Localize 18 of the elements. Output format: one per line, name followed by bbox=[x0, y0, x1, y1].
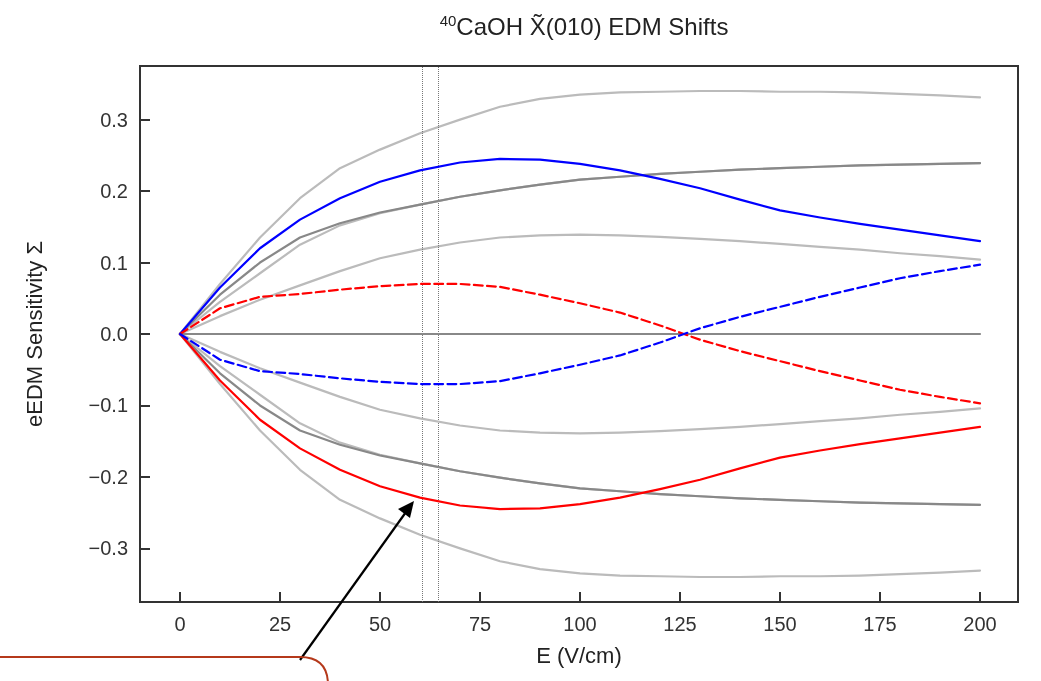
y-axis-title: eEDM Sensitivity Σ bbox=[21, 241, 47, 427]
y-tick-label: −0.1 bbox=[88, 394, 128, 417]
y-tick-label: 0.1 bbox=[100, 251, 128, 274]
y-tick-label: 0.0 bbox=[100, 323, 128, 345]
x-tick-label: 200 bbox=[963, 613, 997, 635]
x-tick-label: 75 bbox=[468, 613, 492, 635]
x-axis-title: E (V/cm) bbox=[536, 642, 622, 668]
x-tick-label: 100 bbox=[563, 613, 597, 635]
x-tick-label: 125 bbox=[663, 613, 697, 635]
y-tick-label: −0.3 bbox=[88, 537, 128, 560]
x-tick-label: 50 bbox=[368, 613, 392, 635]
x-tick-label: 150 bbox=[763, 613, 797, 635]
x-tick-label: 25 bbox=[268, 613, 292, 635]
y-tick-label: 0.3 bbox=[100, 108, 128, 131]
y-tick-label: 0.2 bbox=[100, 180, 128, 203]
x-tick-label: 175 bbox=[863, 613, 897, 635]
x-tick-label: 0 bbox=[174, 613, 186, 635]
y-tick-label: −0.2 bbox=[88, 465, 128, 488]
